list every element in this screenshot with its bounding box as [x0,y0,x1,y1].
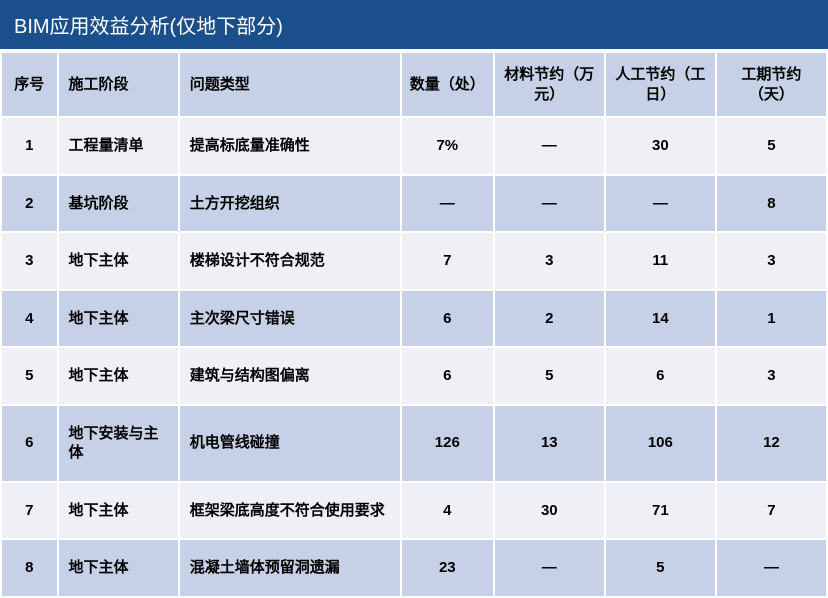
cell-seq: 2 [1,175,58,233]
cell-seq: 6 [1,405,58,482]
table-row: 1工程量清单提高标底量准确性7%—305 [1,117,827,175]
col-header-material: 材料节约（万元） [494,52,605,117]
data-table: 序号 施工阶段 问题类型 数量（处） 材料节约（万元） 人工节约（工日） 工期节… [0,51,828,598]
cell-stage: 地下主体 [58,290,179,348]
cell-stage: 地下主体 [58,347,179,405]
cell-stage: 地下主体 [58,539,179,597]
cell-type: 主次梁尺寸错误 [179,290,401,348]
cell-type: 框架梁底高度不符合使用要求 [179,482,401,540]
table-row: 3地下主体楼梯设计不符合规范73113 [1,232,827,290]
cell-labor: 6 [605,347,716,405]
col-header-labor: 人工节约（工日） [605,52,716,117]
cell-seq: 1 [1,117,58,175]
col-header-type: 问题类型 [179,52,401,117]
cell-qty: 23 [401,539,494,597]
table-row: 5地下主体建筑与结构图偏离6563 [1,347,827,405]
table-row: 4地下主体主次梁尺寸错误62141 [1,290,827,348]
cell-material: — [494,539,605,597]
cell-duration: 8 [716,175,827,233]
bim-benefit-table: BIM应用效益分析(仅地下部分) 序号 施工阶段 问题类型 数量（处） 材料节约… [0,0,828,598]
cell-stage: 地下主体 [58,232,179,290]
cell-labor: 106 [605,405,716,482]
cell-seq: 5 [1,347,58,405]
col-header-seq: 序号 [1,52,58,117]
cell-material: 13 [494,405,605,482]
col-header-stage: 施工阶段 [58,52,179,117]
cell-material: 30 [494,482,605,540]
cell-qty: 7% [401,117,494,175]
cell-stage: 地下主体 [58,482,179,540]
col-header-duration: 工期节约（天） [716,52,827,117]
cell-stage: 基坑阶段 [58,175,179,233]
cell-material: 3 [494,232,605,290]
cell-material: 2 [494,290,605,348]
table-header-row: 序号 施工阶段 问题类型 数量（处） 材料节约（万元） 人工节约（工日） 工期节… [1,52,827,117]
table-row: 6地下安装与主体机电管线碰撞1261310612 [1,405,827,482]
cell-duration: 3 [716,232,827,290]
cell-seq: 7 [1,482,58,540]
cell-duration: 5 [716,117,827,175]
cell-type: 土方开挖组织 [179,175,401,233]
table-row: 8地下主体混凝土墙体预留洞遗漏23—5— [1,539,827,597]
cell-duration: 12 [716,405,827,482]
cell-type: 机电管线碰撞 [179,405,401,482]
cell-material: 5 [494,347,605,405]
cell-labor: 11 [605,232,716,290]
cell-labor: 14 [605,290,716,348]
cell-labor: 71 [605,482,716,540]
cell-duration: — [716,539,827,597]
cell-labor: 5 [605,539,716,597]
table-row: 2基坑阶段土方开挖组织———8 [1,175,827,233]
cell-duration: 3 [716,347,827,405]
table-row: 7地下主体框架梁底高度不符合使用要求430717 [1,482,827,540]
cell-qty: 6 [401,347,494,405]
cell-qty: 126 [401,405,494,482]
cell-type: 楼梯设计不符合规范 [179,232,401,290]
cell-stage: 地下安装与主体 [58,405,179,482]
cell-qty: 4 [401,482,494,540]
cell-labor: — [605,175,716,233]
cell-seq: 4 [1,290,58,348]
table-title: BIM应用效益分析(仅地下部分) [0,0,828,51]
cell-seq: 3 [1,232,58,290]
cell-type: 混凝土墙体预留洞遗漏 [179,539,401,597]
cell-qty: — [401,175,494,233]
cell-material: — [494,117,605,175]
cell-material: — [494,175,605,233]
cell-labor: 30 [605,117,716,175]
cell-qty: 6 [401,290,494,348]
col-header-qty: 数量（处） [401,52,494,117]
cell-seq: 8 [1,539,58,597]
cell-qty: 7 [401,232,494,290]
cell-duration: 1 [716,290,827,348]
cell-type: 建筑与结构图偏离 [179,347,401,405]
cell-type: 提高标底量准确性 [179,117,401,175]
cell-stage: 工程量清单 [58,117,179,175]
cell-duration: 7 [716,482,827,540]
